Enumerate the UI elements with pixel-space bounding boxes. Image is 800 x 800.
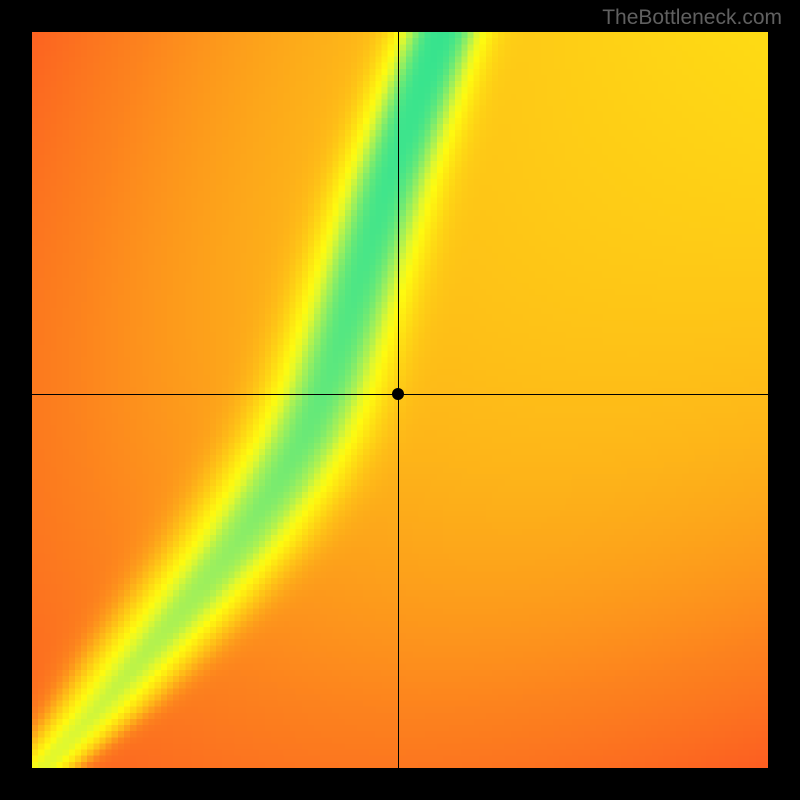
plot-area: [32, 32, 768, 768]
heatmap-canvas: [32, 32, 768, 768]
root-container: TheBottleneck.com: [0, 0, 800, 800]
data-point: [392, 388, 404, 400]
watermark-text: TheBottleneck.com: [602, 6, 782, 30]
